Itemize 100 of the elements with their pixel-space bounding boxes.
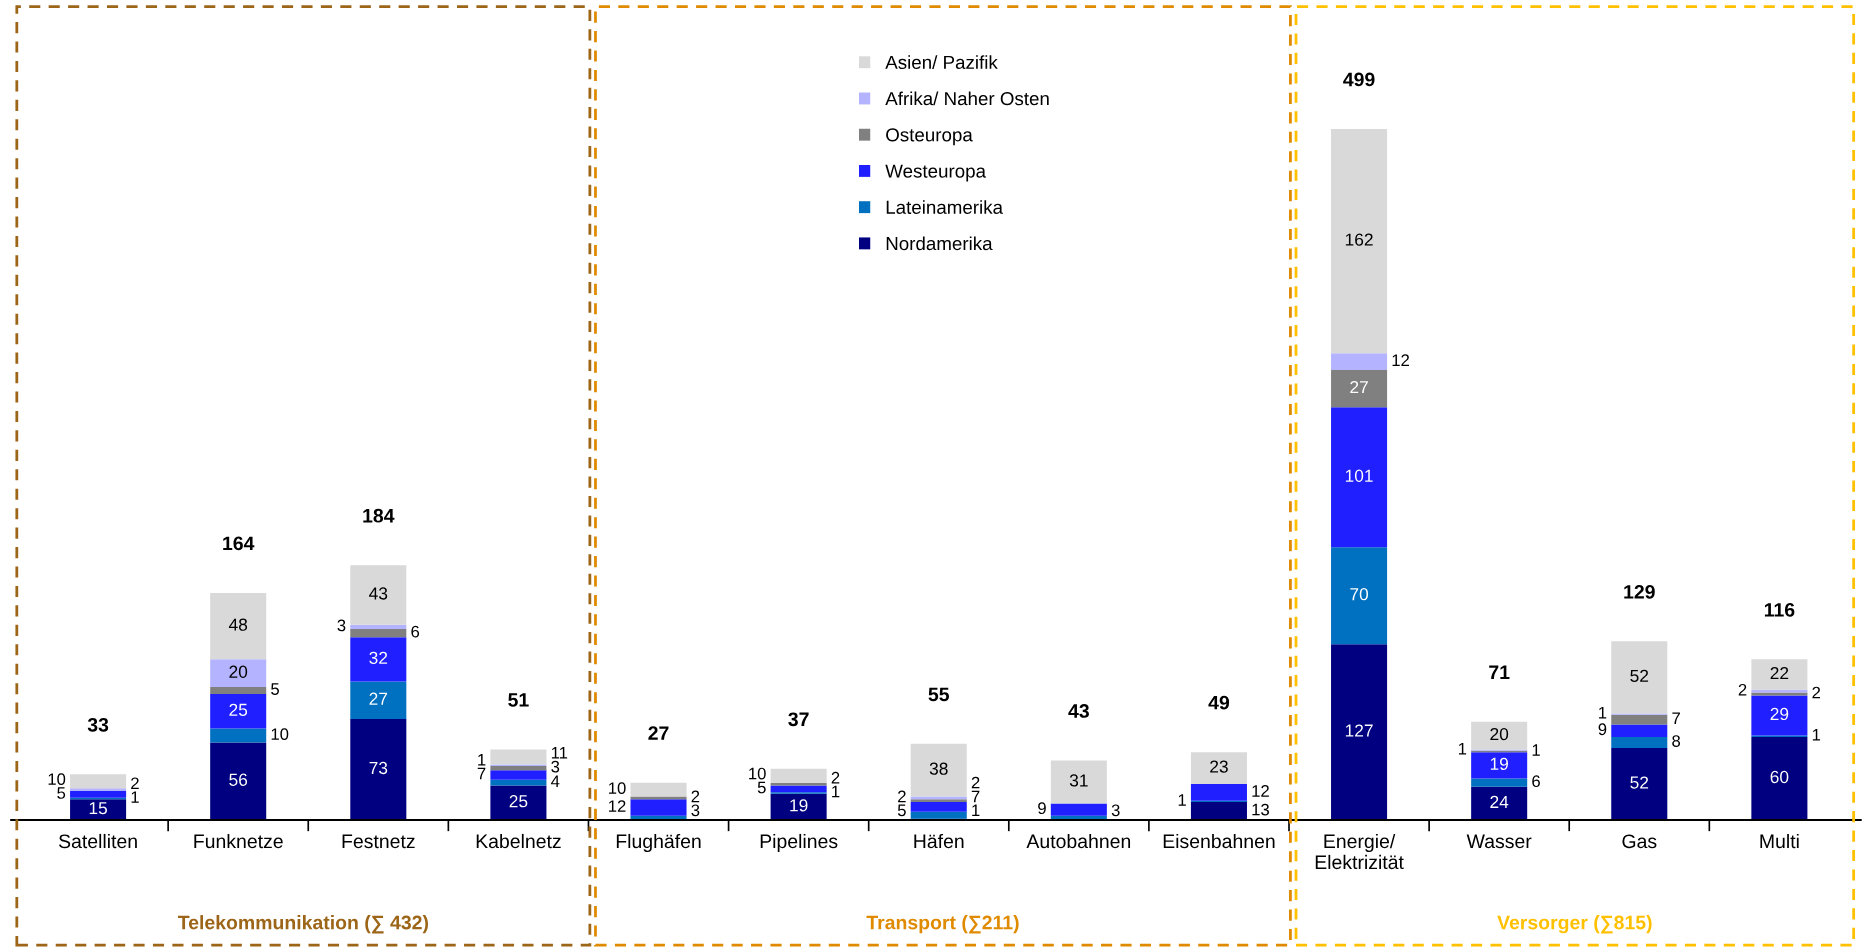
data-label: 1 xyxy=(832,785,840,798)
x-tick-label: Gas xyxy=(1622,834,1657,849)
data-label: 48 xyxy=(228,618,248,631)
x-tick-label: Eisenbahnen xyxy=(1163,833,1275,849)
data-label: 29 xyxy=(1770,707,1789,721)
data-label: 5 xyxy=(757,781,766,794)
data-label: 2 xyxy=(971,776,980,789)
data-label: 12 xyxy=(1392,354,1409,366)
data-label: 9 xyxy=(1038,802,1046,815)
data-label: 12 xyxy=(1252,784,1269,797)
data-label: 162 xyxy=(1345,233,1373,246)
total-label: 184 xyxy=(363,508,395,523)
data-label: 13 xyxy=(1252,803,1269,816)
data-label: 23 xyxy=(1210,760,1228,773)
total-label: 55 xyxy=(928,687,950,702)
data-label: 27 xyxy=(369,692,388,705)
data-label: 20 xyxy=(229,665,248,678)
total-label: 43 xyxy=(1068,704,1089,718)
total-label: 129 xyxy=(1624,584,1655,599)
data-label: 1 xyxy=(478,754,486,766)
data-label: 25 xyxy=(229,703,248,716)
data-label: 2 xyxy=(831,771,840,784)
data-label: 6 xyxy=(411,625,420,638)
data-label: 2 xyxy=(131,777,139,790)
total-label: 499 xyxy=(1343,72,1375,87)
total-label: 33 xyxy=(87,717,109,732)
data-label: 15 xyxy=(89,802,108,815)
data-label: 1 xyxy=(1599,706,1607,719)
data-label: 22 xyxy=(1770,666,1789,680)
data-label: 2 xyxy=(1812,686,1821,699)
data-label: 24 xyxy=(1490,795,1509,808)
data-label: 6 xyxy=(1532,775,1540,788)
data-label: 60 xyxy=(1770,770,1789,784)
x-tick-label: Wasser xyxy=(1466,834,1532,849)
total-label: 49 xyxy=(1208,695,1230,710)
x-tick-label: Festnetz xyxy=(342,834,415,849)
data-label: 70 xyxy=(1350,588,1369,601)
data-label: 7 xyxy=(1672,712,1680,724)
data-label: 5 xyxy=(897,804,906,817)
data-label: 10 xyxy=(609,782,626,795)
data-label: 10 xyxy=(749,767,766,780)
data-label: 38 xyxy=(929,762,948,775)
x-tick-label: Pipelines xyxy=(760,833,838,853)
data-label: 2 xyxy=(691,790,700,803)
legend-label: Nordamerika xyxy=(886,236,993,251)
data-label: 1 xyxy=(972,804,980,817)
data-label: 32 xyxy=(369,651,388,665)
data-label: 19 xyxy=(1490,757,1508,770)
data-label: 11 xyxy=(551,747,568,759)
total-label: 116 xyxy=(1764,602,1795,617)
legend-label: Afrika/ Naher Osten xyxy=(885,91,1049,106)
data-label: 5 xyxy=(271,683,279,695)
total-label: 71 xyxy=(1489,665,1510,679)
data-label: 1 xyxy=(1812,729,1821,741)
data-label: 1 xyxy=(1458,742,1467,755)
data-label: 8 xyxy=(1672,735,1681,747)
x-tick-label: Funknetze xyxy=(194,833,283,849)
data-label: 52 xyxy=(1630,776,1649,789)
data-label: 1 xyxy=(131,791,139,803)
data-label: 7 xyxy=(971,790,980,803)
data-label: 56 xyxy=(229,773,248,786)
x-tick-label: Energie/ Elektrizität xyxy=(1315,833,1404,870)
text: Transport (∑211) xyxy=(866,915,1019,934)
text: Telekommunikation (∑ 432) xyxy=(177,915,428,934)
total-label: 164 xyxy=(223,536,255,551)
legend-label: Asien/ Pazifik xyxy=(885,55,998,70)
data-label: 3 xyxy=(691,804,700,817)
data-label: 7 xyxy=(477,767,486,780)
x-tick-label: Kabelnetz xyxy=(476,833,561,849)
data-label: 27 xyxy=(1350,380,1368,394)
legend-label: Westeuropa xyxy=(885,164,986,182)
data-label: 12 xyxy=(609,800,626,812)
data-label: 52 xyxy=(1630,669,1649,683)
data-label: 31 xyxy=(1069,774,1088,787)
x-tick-label: Autobahnen xyxy=(1026,833,1131,849)
data-label: 20 xyxy=(1490,727,1509,741)
x-tick-label: Multi xyxy=(1760,833,1799,849)
total-label: 37 xyxy=(788,712,809,727)
data-label: 3 xyxy=(551,760,560,773)
legend-label: Lateinamerika xyxy=(886,200,1004,214)
data-label: 25 xyxy=(509,795,528,808)
x-tick-label: Flughäfen xyxy=(616,833,701,853)
total-label: 51 xyxy=(508,693,529,707)
data-label: 1 xyxy=(1532,744,1540,756)
data-label: 9 xyxy=(1598,723,1607,736)
data-label: 4 xyxy=(551,775,560,787)
data-label: 2 xyxy=(898,790,906,803)
data-label: 5 xyxy=(57,787,66,799)
x-tick-label: Häfen xyxy=(914,833,964,849)
data-label: 3 xyxy=(1111,804,1120,817)
data-label: 127 xyxy=(1345,724,1373,737)
x-tick-label: Satelliten xyxy=(58,833,137,849)
data-label: 73 xyxy=(369,761,388,775)
data-label: 43 xyxy=(369,587,388,600)
data-label: 1 xyxy=(1178,794,1186,806)
data-label: 10 xyxy=(271,728,289,741)
data-label: 19 xyxy=(790,799,808,812)
legend-label: Osteuropa xyxy=(886,128,973,146)
data-label: 2 xyxy=(1738,683,1747,696)
total-label: 27 xyxy=(648,726,669,740)
